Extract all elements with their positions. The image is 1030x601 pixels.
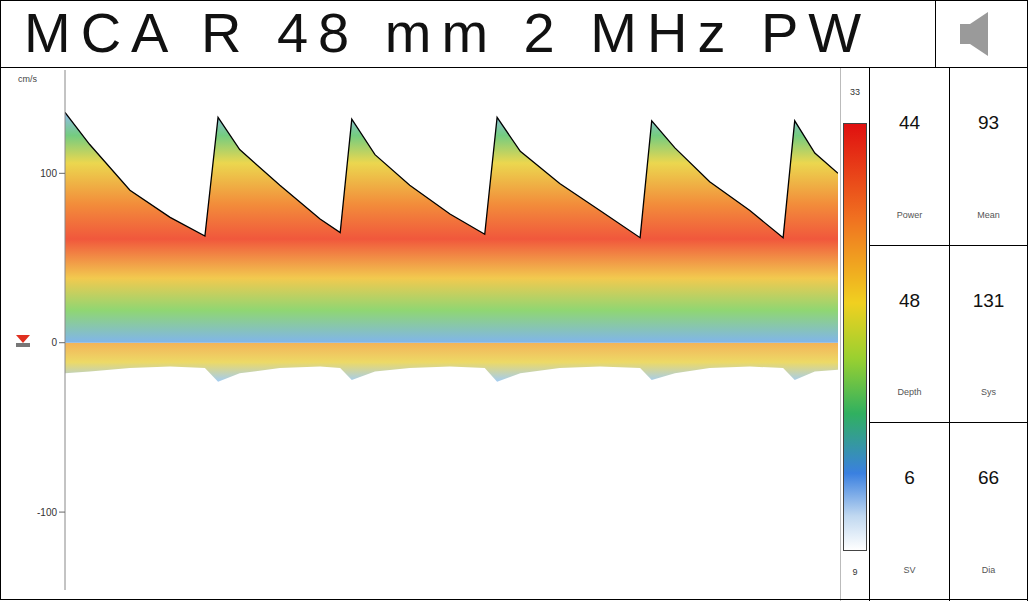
html-text:cm/s: cm/s: [18, 74, 37, 84]
svg-text:0: 0: [51, 337, 57, 348]
html-text:66: 66: [977, 467, 1000, 489]
html-text:Mean: Mean: [977, 209, 1000, 220]
html-text:93: 93: [977, 112, 1000, 133]
svg-text:-100: -100: [37, 507, 57, 518]
html-text:Power: Power: [896, 209, 923, 220]
html-text:9: 9: [852, 567, 858, 577]
html-text:MCA R 48 mm 2 MHz PW: MCA R 48 mm 2 MHz PW: [24, 1, 872, 64]
html-text:48: 48: [898, 289, 921, 311]
html-text:Sys: Sys: [981, 387, 996, 398]
html-text:Depth: Depth: [897, 387, 922, 398]
html-text:Dia: Dia: [981, 565, 996, 575]
svg-text:100: 100: [40, 168, 57, 179]
html-text:44: 44: [898, 112, 921, 133]
html-text:6: 6: [904, 467, 915, 489]
html-text:131: 131: [972, 289, 1005, 311]
html-text:33: 33: [850, 87, 860, 97]
html-text:SV: SV: [903, 565, 916, 575]
